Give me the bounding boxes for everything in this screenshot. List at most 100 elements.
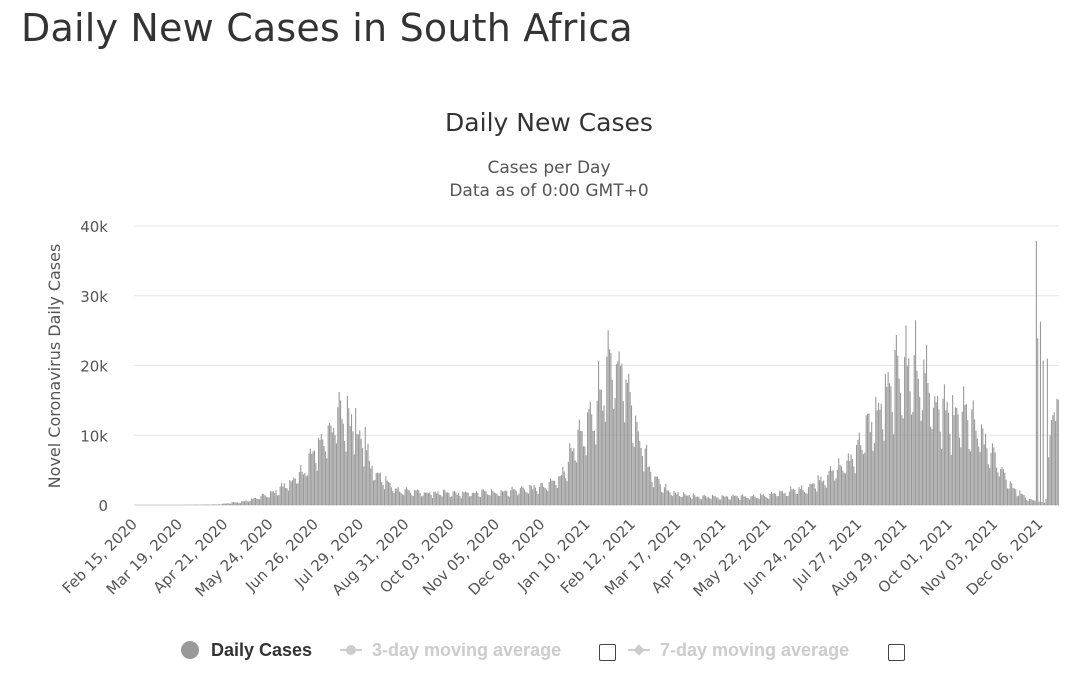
bar[interactable] xyxy=(268,497,270,505)
bar[interactable] xyxy=(961,411,963,505)
bar[interactable] xyxy=(698,496,700,505)
bar[interactable] xyxy=(356,433,358,505)
bar[interactable] xyxy=(463,492,465,505)
bar[interactable] xyxy=(879,409,881,505)
bar[interactable] xyxy=(762,493,764,505)
bar[interactable] xyxy=(412,496,414,505)
bar[interactable] xyxy=(770,492,773,505)
bar[interactable] xyxy=(285,487,287,505)
toggle-7-day-average-checkbox[interactable] xyxy=(888,644,905,661)
bar[interactable] xyxy=(433,491,435,505)
bar[interactable] xyxy=(809,483,811,505)
bar[interactable] xyxy=(954,407,956,505)
bar[interactable] xyxy=(658,478,660,505)
bar[interactable] xyxy=(787,495,789,505)
bar[interactable] xyxy=(909,391,911,505)
bar[interactable] xyxy=(648,466,650,505)
bar[interactable] xyxy=(230,503,232,505)
bar[interactable] xyxy=(930,426,932,505)
bar[interactable] xyxy=(470,496,472,505)
bar[interactable] xyxy=(632,443,634,505)
bar[interactable] xyxy=(570,448,572,505)
bar[interactable] xyxy=(324,451,326,505)
bar[interactable] xyxy=(825,487,827,505)
bar[interactable] xyxy=(237,502,239,505)
bar[interactable] xyxy=(629,392,631,505)
bar[interactable] xyxy=(256,498,258,505)
bar[interactable] xyxy=(488,494,490,505)
bar[interactable] xyxy=(360,438,362,505)
bar[interactable] xyxy=(714,496,716,505)
bar[interactable] xyxy=(305,475,307,505)
bar[interactable] xyxy=(689,497,692,505)
bar[interactable] xyxy=(710,498,712,505)
bar[interactable] xyxy=(215,504,217,505)
bar[interactable] xyxy=(917,379,919,505)
bar[interactable] xyxy=(437,491,439,505)
bar[interactable] xyxy=(1026,499,1028,505)
bar[interactable] xyxy=(249,501,251,505)
bar[interactable] xyxy=(353,454,355,505)
bar[interactable] xyxy=(791,489,793,505)
bar[interactable] xyxy=(998,476,1000,505)
bar[interactable] xyxy=(484,490,486,505)
bar[interactable] xyxy=(415,490,417,505)
bar[interactable] xyxy=(283,483,285,505)
bar[interactable] xyxy=(323,446,325,505)
bar[interactable] xyxy=(400,492,402,505)
bar[interactable] xyxy=(393,492,395,505)
bar[interactable] xyxy=(943,384,945,505)
bar[interactable] xyxy=(1000,469,1002,505)
bar[interactable] xyxy=(342,423,344,505)
bar[interactable] xyxy=(739,499,741,505)
bar[interactable] xyxy=(411,495,413,505)
bar[interactable] xyxy=(519,488,521,505)
bar[interactable] xyxy=(265,496,267,505)
bar[interactable] xyxy=(556,488,558,505)
bar[interactable] xyxy=(333,427,335,505)
bar[interactable] xyxy=(1011,483,1013,505)
bar[interactable] xyxy=(666,490,668,505)
bar[interactable] xyxy=(331,432,333,505)
bar[interactable] xyxy=(449,496,451,505)
bar[interactable] xyxy=(407,489,409,505)
bar[interactable] xyxy=(843,472,845,505)
bar[interactable] xyxy=(731,496,733,505)
bar[interactable] xyxy=(359,430,361,505)
bar[interactable] xyxy=(545,489,547,505)
bar[interactable] xyxy=(254,497,257,505)
bar[interactable] xyxy=(755,497,757,505)
bar[interactable] xyxy=(430,494,432,505)
bar[interactable] xyxy=(817,475,819,505)
bar[interactable] xyxy=(582,446,585,505)
bar[interactable] xyxy=(646,444,648,505)
bar[interactable] xyxy=(275,490,277,505)
bar[interactable] xyxy=(744,496,746,505)
bar[interactable] xyxy=(1057,399,1059,505)
bar[interactable] xyxy=(1019,490,1021,505)
bar[interactable] xyxy=(474,493,476,505)
bar[interactable] xyxy=(886,386,888,505)
bar[interactable] xyxy=(625,379,627,505)
bar[interactable] xyxy=(1048,457,1050,505)
bar[interactable] xyxy=(952,395,954,505)
bar[interactable] xyxy=(912,412,914,505)
bar[interactable] xyxy=(997,472,999,505)
bar[interactable] xyxy=(672,496,674,505)
bar[interactable] xyxy=(507,495,509,505)
bar[interactable] xyxy=(478,496,480,505)
bar[interactable] xyxy=(821,481,823,505)
bar[interactable] xyxy=(451,496,453,505)
bar[interactable] xyxy=(378,473,380,505)
bar[interactable] xyxy=(829,466,832,505)
bar[interactable] xyxy=(278,495,280,505)
bar[interactable] xyxy=(388,482,390,505)
bar[interactable] xyxy=(1008,488,1010,505)
bar[interactable] xyxy=(986,448,988,505)
bar[interactable] xyxy=(551,480,553,505)
bar[interactable] xyxy=(238,502,240,505)
bar[interactable] xyxy=(777,496,779,505)
bar[interactable] xyxy=(515,490,517,505)
bar[interactable] xyxy=(588,408,590,505)
bar[interactable] xyxy=(604,421,606,505)
